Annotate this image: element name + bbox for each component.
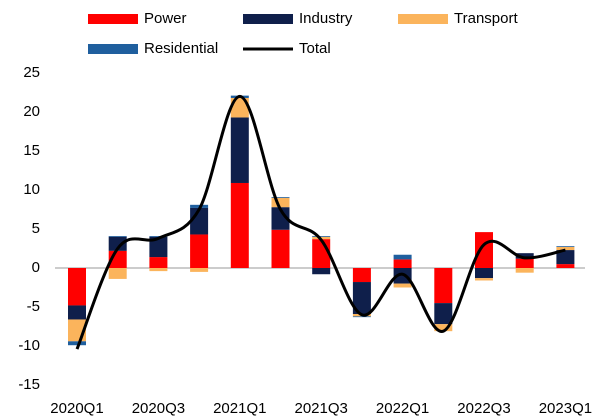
bar-segment <box>149 268 168 272</box>
legend-label: Industry <box>299 10 353 27</box>
legend-label: Total <box>299 40 331 57</box>
bar-segment <box>271 207 290 230</box>
x-tick-label: 2021Q3 <box>295 400 348 417</box>
bar-segment <box>475 232 493 268</box>
bar-segment <box>556 250 575 265</box>
bar-segment <box>271 197 290 208</box>
x-tick-label: 2020Q1 <box>50 400 103 417</box>
bar-segment <box>312 268 331 275</box>
bar-segment <box>556 246 575 247</box>
bar-segment <box>190 234 209 268</box>
bar-segment <box>475 278 493 281</box>
y-tick-label: -5 <box>27 298 40 315</box>
x-tick-label: 2022Q3 <box>457 400 510 417</box>
bar-segment <box>515 253 534 259</box>
x-tick-label: 2020Q3 <box>132 400 185 417</box>
bar-segment <box>68 268 86 306</box>
legend-swatch <box>88 14 138 24</box>
legend-swatch <box>88 44 138 54</box>
bar-segment <box>230 182 249 268</box>
bar-segment <box>149 236 168 258</box>
bar-segment <box>515 258 534 268</box>
y-tick-label: 20 <box>23 103 40 120</box>
bar-segment <box>271 197 290 198</box>
y-tick-label: 5 <box>32 220 40 237</box>
legend-swatch <box>398 14 448 24</box>
bar-segment <box>271 229 290 268</box>
bar-segment <box>190 268 209 272</box>
x-tick-label: 2023Q1 <box>539 400 592 417</box>
bar-segment <box>108 268 127 279</box>
y-tick-label: 10 <box>23 181 40 198</box>
bar-segment <box>352 268 371 283</box>
bar-segment <box>515 268 534 273</box>
bar-segment <box>68 341 86 346</box>
legend-swatch <box>243 14 293 24</box>
legend-label: Power <box>144 10 187 27</box>
bar-segment <box>352 316 371 318</box>
x-tick-label: 2021Q1 <box>213 400 266 417</box>
total-line <box>75 94 566 350</box>
bar-segment <box>108 236 127 237</box>
y-tick-label: 25 <box>23 64 40 81</box>
legend-label: Residential <box>144 40 218 57</box>
bar-segment <box>393 268 412 284</box>
y-tick-label: 15 <box>23 142 40 159</box>
bar-segment <box>434 268 453 304</box>
bar-segment <box>149 236 168 237</box>
bar-segment <box>230 117 249 183</box>
bar-segment <box>393 254 412 260</box>
legend-label: Transport <box>454 10 518 27</box>
bar-segment <box>312 236 331 237</box>
y-tick-label: -10 <box>18 337 40 354</box>
bar-segment <box>434 324 453 332</box>
bar-segment <box>108 236 127 251</box>
bar-segment <box>393 283 412 288</box>
y-tick-label: 0 <box>32 259 40 276</box>
bar-segment <box>149 257 168 268</box>
bar-segment <box>556 264 575 268</box>
bar-segment <box>556 246 575 251</box>
x-tick-label: 2022Q1 <box>376 400 429 417</box>
bar-segment <box>393 259 412 268</box>
bar-segment <box>230 97 249 118</box>
bar-segment <box>68 305 86 320</box>
bar-segment <box>434 303 453 325</box>
bar-segment <box>475 268 493 279</box>
y-tick-label: -15 <box>18 376 40 393</box>
bar-segment <box>352 282 371 315</box>
